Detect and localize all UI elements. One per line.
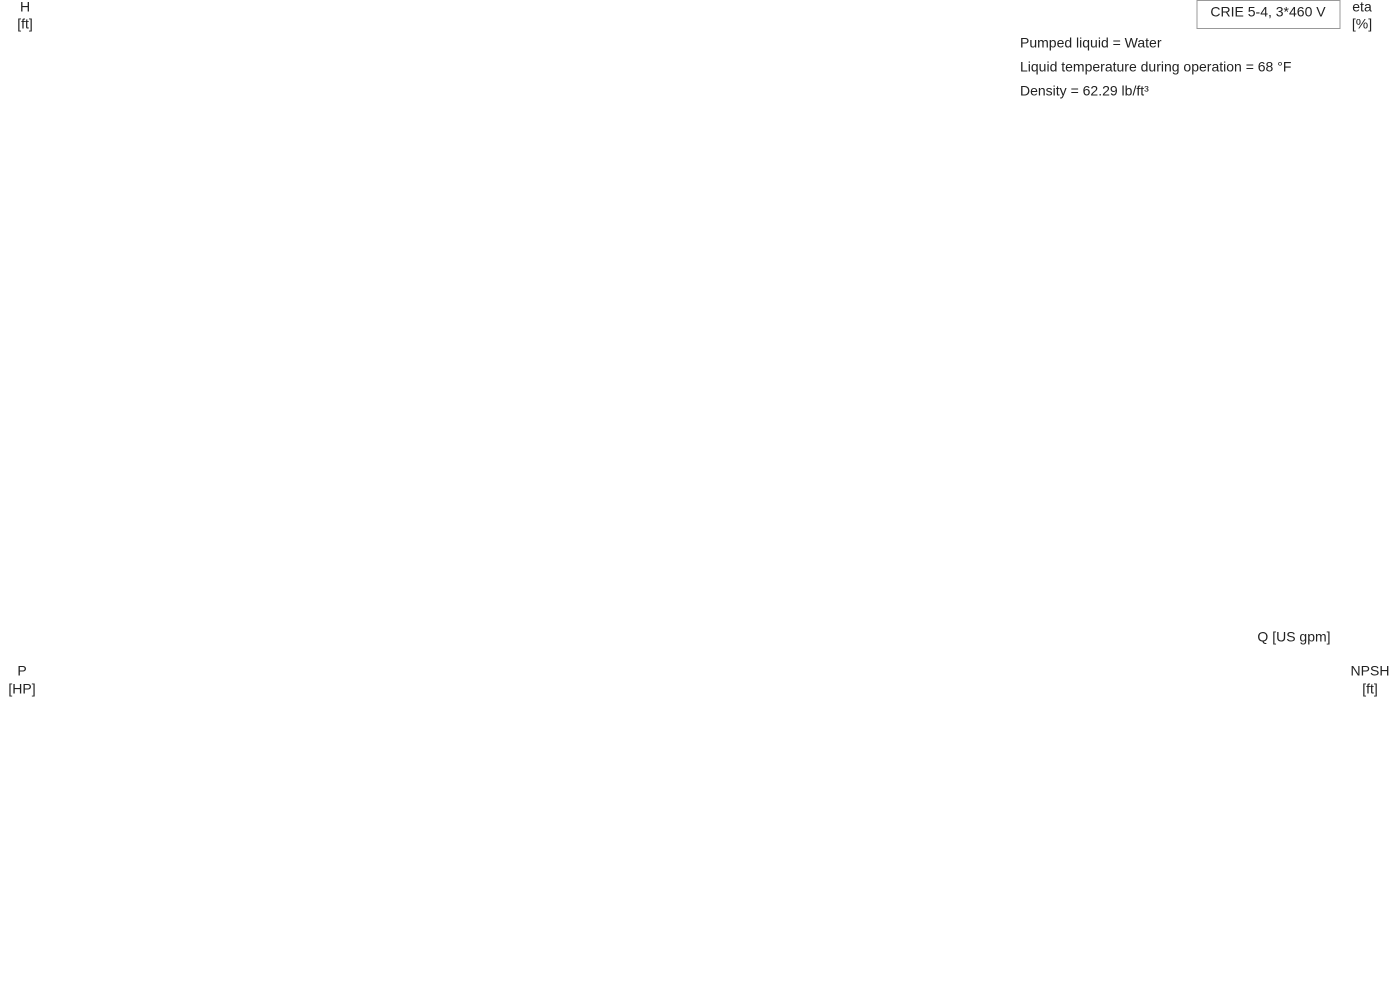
y2-axis-label: NPSH	[1351, 663, 1390, 679]
annotation: Pumped liquid = Water	[1020, 35, 1162, 51]
chart-title: CRIE 5-4, 3*460 V	[1210, 4, 1326, 20]
y2-axis-unit: [ft]	[1362, 681, 1378, 697]
annotation: Liquid temperature during operation = 68…	[1020, 59, 1291, 75]
y-axis-label: H	[20, 0, 30, 15]
title-box	[1196, 0, 1341, 29]
y-axis-unit: [ft]	[17, 16, 33, 32]
x-axis-label: Q [US gpm]	[1257, 629, 1330, 645]
annotation: Density = 62.29 lb/ft³	[1020, 83, 1149, 99]
y2-axis-label: eta	[1352, 0, 1372, 15]
y-axis-label: P	[17, 663, 26, 679]
y-axis-unit: [HP]	[8, 681, 35, 697]
y2-axis-unit: [%]	[1352, 16, 1372, 32]
